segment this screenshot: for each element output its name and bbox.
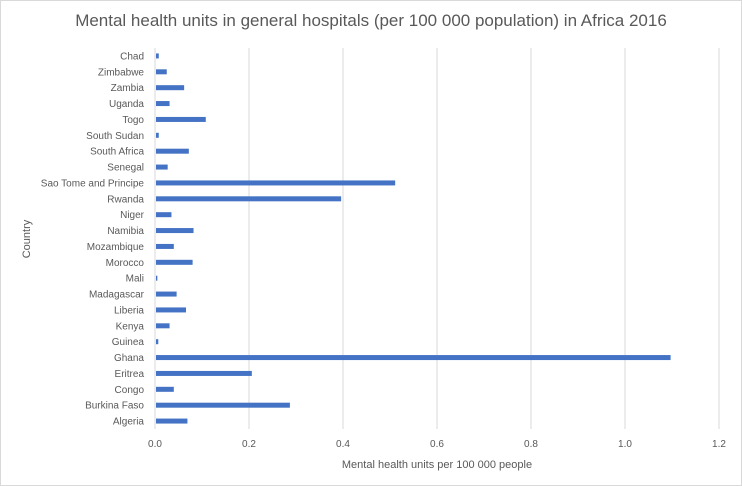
bar	[156, 164, 168, 170]
y-tick-label: Sao Tome and Principe	[41, 178, 145, 189]
bar	[156, 307, 187, 313]
chart-title: Mental health units in general hospitals…	[75, 11, 667, 30]
y-tick-label: Zimbabwe	[98, 67, 145, 78]
bar	[156, 212, 172, 218]
bar	[156, 53, 159, 59]
bar	[156, 132, 159, 138]
bar	[156, 418, 188, 424]
bar	[156, 243, 174, 249]
y-tick-label: Zambia	[111, 83, 145, 94]
bar	[156, 69, 167, 75]
x-axis-label: Mental health units per 100 000 people	[341, 459, 533, 471]
bar	[156, 228, 194, 234]
y-tick-label: Congo	[115, 385, 145, 396]
bar	[156, 323, 170, 329]
y-tick-label: South Sudan	[86, 131, 144, 142]
x-tick-label: 0.4	[336, 439, 350, 450]
y-tick-label: Eritrea	[115, 369, 145, 380]
bar	[156, 196, 342, 202]
bar	[156, 101, 170, 107]
x-tick-label: 0.2	[242, 439, 256, 450]
y-tick-label: Kenya	[116, 321, 145, 332]
bar	[156, 116, 206, 122]
y-tick-label: Liberia	[114, 305, 144, 316]
bar	[156, 402, 290, 408]
bar	[156, 148, 189, 154]
y-tick-label: Togo	[122, 115, 144, 126]
y-tick-label: Mozambique	[87, 242, 145, 253]
y-tick-label: Rwanda	[107, 194, 144, 205]
y-tick-label: Chad	[120, 51, 144, 62]
y-tick-label: Guinea	[112, 337, 145, 348]
bar	[156, 85, 185, 91]
y-tick-label: Mali	[126, 274, 144, 285]
y-tick-label: Madagascar	[89, 290, 145, 301]
x-tick-label: 0.6	[430, 439, 444, 450]
y-tick-label: Namibia	[107, 226, 144, 237]
x-tick-label: 1.0	[618, 439, 632, 450]
y-tick-label: Niger	[120, 210, 145, 221]
bar	[156, 339, 159, 345]
bar	[156, 291, 177, 297]
bar	[156, 275, 158, 281]
y-tick-label: Ghana	[114, 353, 144, 364]
bar	[156, 386, 174, 392]
y-tick-label: Uganda	[109, 99, 144, 110]
y-tick-label: Morocco	[106, 258, 145, 269]
y-tick-label: Senegal	[107, 163, 144, 174]
x-tick-label: 0.8	[524, 439, 538, 450]
y-tick-label: Algeria	[113, 417, 145, 428]
bar	[156, 370, 252, 376]
x-tick-label: 1.2	[712, 439, 726, 450]
bar	[156, 180, 396, 186]
y-tick-label: Burkina Faso	[85, 401, 144, 412]
y-tick-label: South Africa	[90, 147, 144, 158]
x-tick-label: 0.0	[148, 439, 162, 450]
bar	[156, 355, 671, 361]
bar	[156, 259, 193, 265]
